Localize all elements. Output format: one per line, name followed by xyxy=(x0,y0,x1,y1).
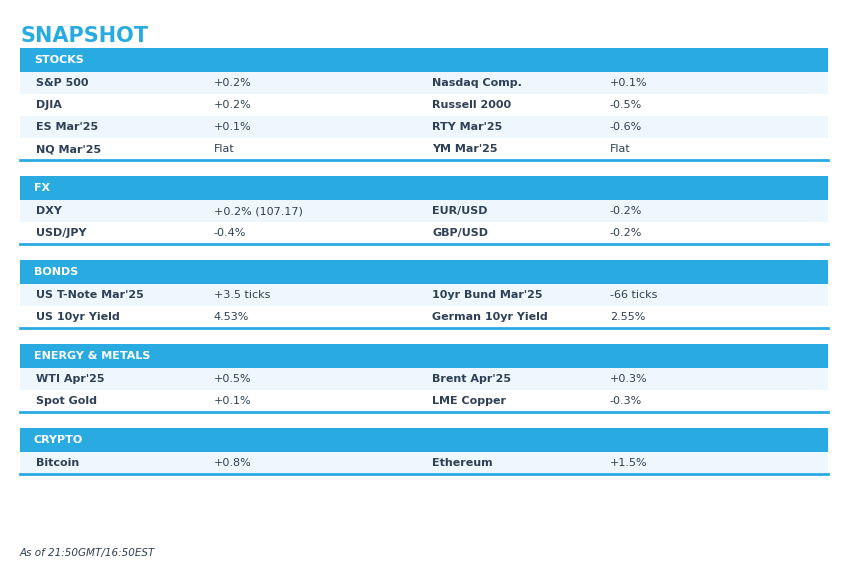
Text: 4.53%: 4.53% xyxy=(214,312,249,322)
Text: Ethereum: Ethereum xyxy=(432,458,493,468)
Text: Russell 2000: Russell 2000 xyxy=(432,100,511,110)
Text: -0.6%: -0.6% xyxy=(610,122,642,132)
Text: GBP/USD: GBP/USD xyxy=(432,228,488,238)
Bar xyxy=(20,284,828,306)
Bar xyxy=(20,306,828,328)
Bar xyxy=(20,94,828,116)
Bar xyxy=(20,72,828,94)
Text: US 10yr Yield: US 10yr Yield xyxy=(36,312,120,322)
Bar xyxy=(20,222,828,244)
Text: 10yr Bund Mar'25: 10yr Bund Mar'25 xyxy=(432,290,543,300)
Bar xyxy=(20,200,828,222)
Text: +0.2%: +0.2% xyxy=(214,78,252,88)
Bar xyxy=(20,48,828,72)
Text: STOCKS: STOCKS xyxy=(34,55,84,65)
Text: -66 ticks: -66 ticks xyxy=(610,290,657,300)
Text: Flat: Flat xyxy=(214,144,235,154)
Text: SNAPSHOT: SNAPSHOT xyxy=(20,26,148,46)
Text: -0.2%: -0.2% xyxy=(610,206,642,216)
Text: As of 21:50GMT/16:50EST: As of 21:50GMT/16:50EST xyxy=(20,548,155,558)
Text: USD/JPY: USD/JPY xyxy=(36,228,86,238)
Text: WTI Apr'25: WTI Apr'25 xyxy=(36,374,104,384)
Text: Bitcoin: Bitcoin xyxy=(36,458,80,468)
Bar xyxy=(20,344,828,368)
Text: +0.8%: +0.8% xyxy=(214,458,252,468)
Text: -0.5%: -0.5% xyxy=(610,100,642,110)
Text: +0.2% (107.17): +0.2% (107.17) xyxy=(214,206,303,216)
Text: ENERGY & METALS: ENERGY & METALS xyxy=(34,351,150,361)
Text: Nasdaq Comp.: Nasdaq Comp. xyxy=(432,78,522,88)
Bar xyxy=(20,138,828,160)
Text: Brent Apr'25: Brent Apr'25 xyxy=(432,374,511,384)
Text: +1.5%: +1.5% xyxy=(610,458,648,468)
Text: RTY Mar'25: RTY Mar'25 xyxy=(432,122,502,132)
Bar xyxy=(20,176,828,200)
Text: +0.1%: +0.1% xyxy=(214,122,252,132)
Text: EUR/USD: EUR/USD xyxy=(432,206,488,216)
Bar xyxy=(20,116,828,138)
Text: +3.5 ticks: +3.5 ticks xyxy=(214,290,271,300)
Text: +0.5%: +0.5% xyxy=(214,374,252,384)
Text: +0.2%: +0.2% xyxy=(214,100,252,110)
Bar xyxy=(20,368,828,390)
Text: CRYPTO: CRYPTO xyxy=(34,435,83,445)
Text: DXY: DXY xyxy=(36,206,62,216)
Text: -0.4%: -0.4% xyxy=(214,228,246,238)
Text: Spot Gold: Spot Gold xyxy=(36,396,98,406)
Text: NQ Mar'25: NQ Mar'25 xyxy=(36,144,101,154)
Text: S&P 500: S&P 500 xyxy=(36,78,89,88)
Text: US T-Note Mar'25: US T-Note Mar'25 xyxy=(36,290,144,300)
Text: +0.3%: +0.3% xyxy=(610,374,648,384)
Bar xyxy=(20,452,828,474)
Text: German 10yr Yield: German 10yr Yield xyxy=(432,312,548,322)
Text: DJIA: DJIA xyxy=(36,100,62,110)
Text: BONDS: BONDS xyxy=(34,267,78,277)
Text: Flat: Flat xyxy=(610,144,631,154)
Text: YM Mar'25: YM Mar'25 xyxy=(432,144,498,154)
Bar xyxy=(20,260,828,284)
Text: 2.55%: 2.55% xyxy=(610,312,645,322)
Text: +0.1%: +0.1% xyxy=(214,396,252,406)
Text: LME Copper: LME Copper xyxy=(432,396,506,406)
Text: FX: FX xyxy=(34,183,50,193)
Text: -0.3%: -0.3% xyxy=(610,396,642,406)
Text: ES Mar'25: ES Mar'25 xyxy=(36,122,98,132)
Text: -0.2%: -0.2% xyxy=(610,228,642,238)
Bar xyxy=(20,428,828,452)
Text: +0.1%: +0.1% xyxy=(610,78,648,88)
Bar xyxy=(20,390,828,412)
